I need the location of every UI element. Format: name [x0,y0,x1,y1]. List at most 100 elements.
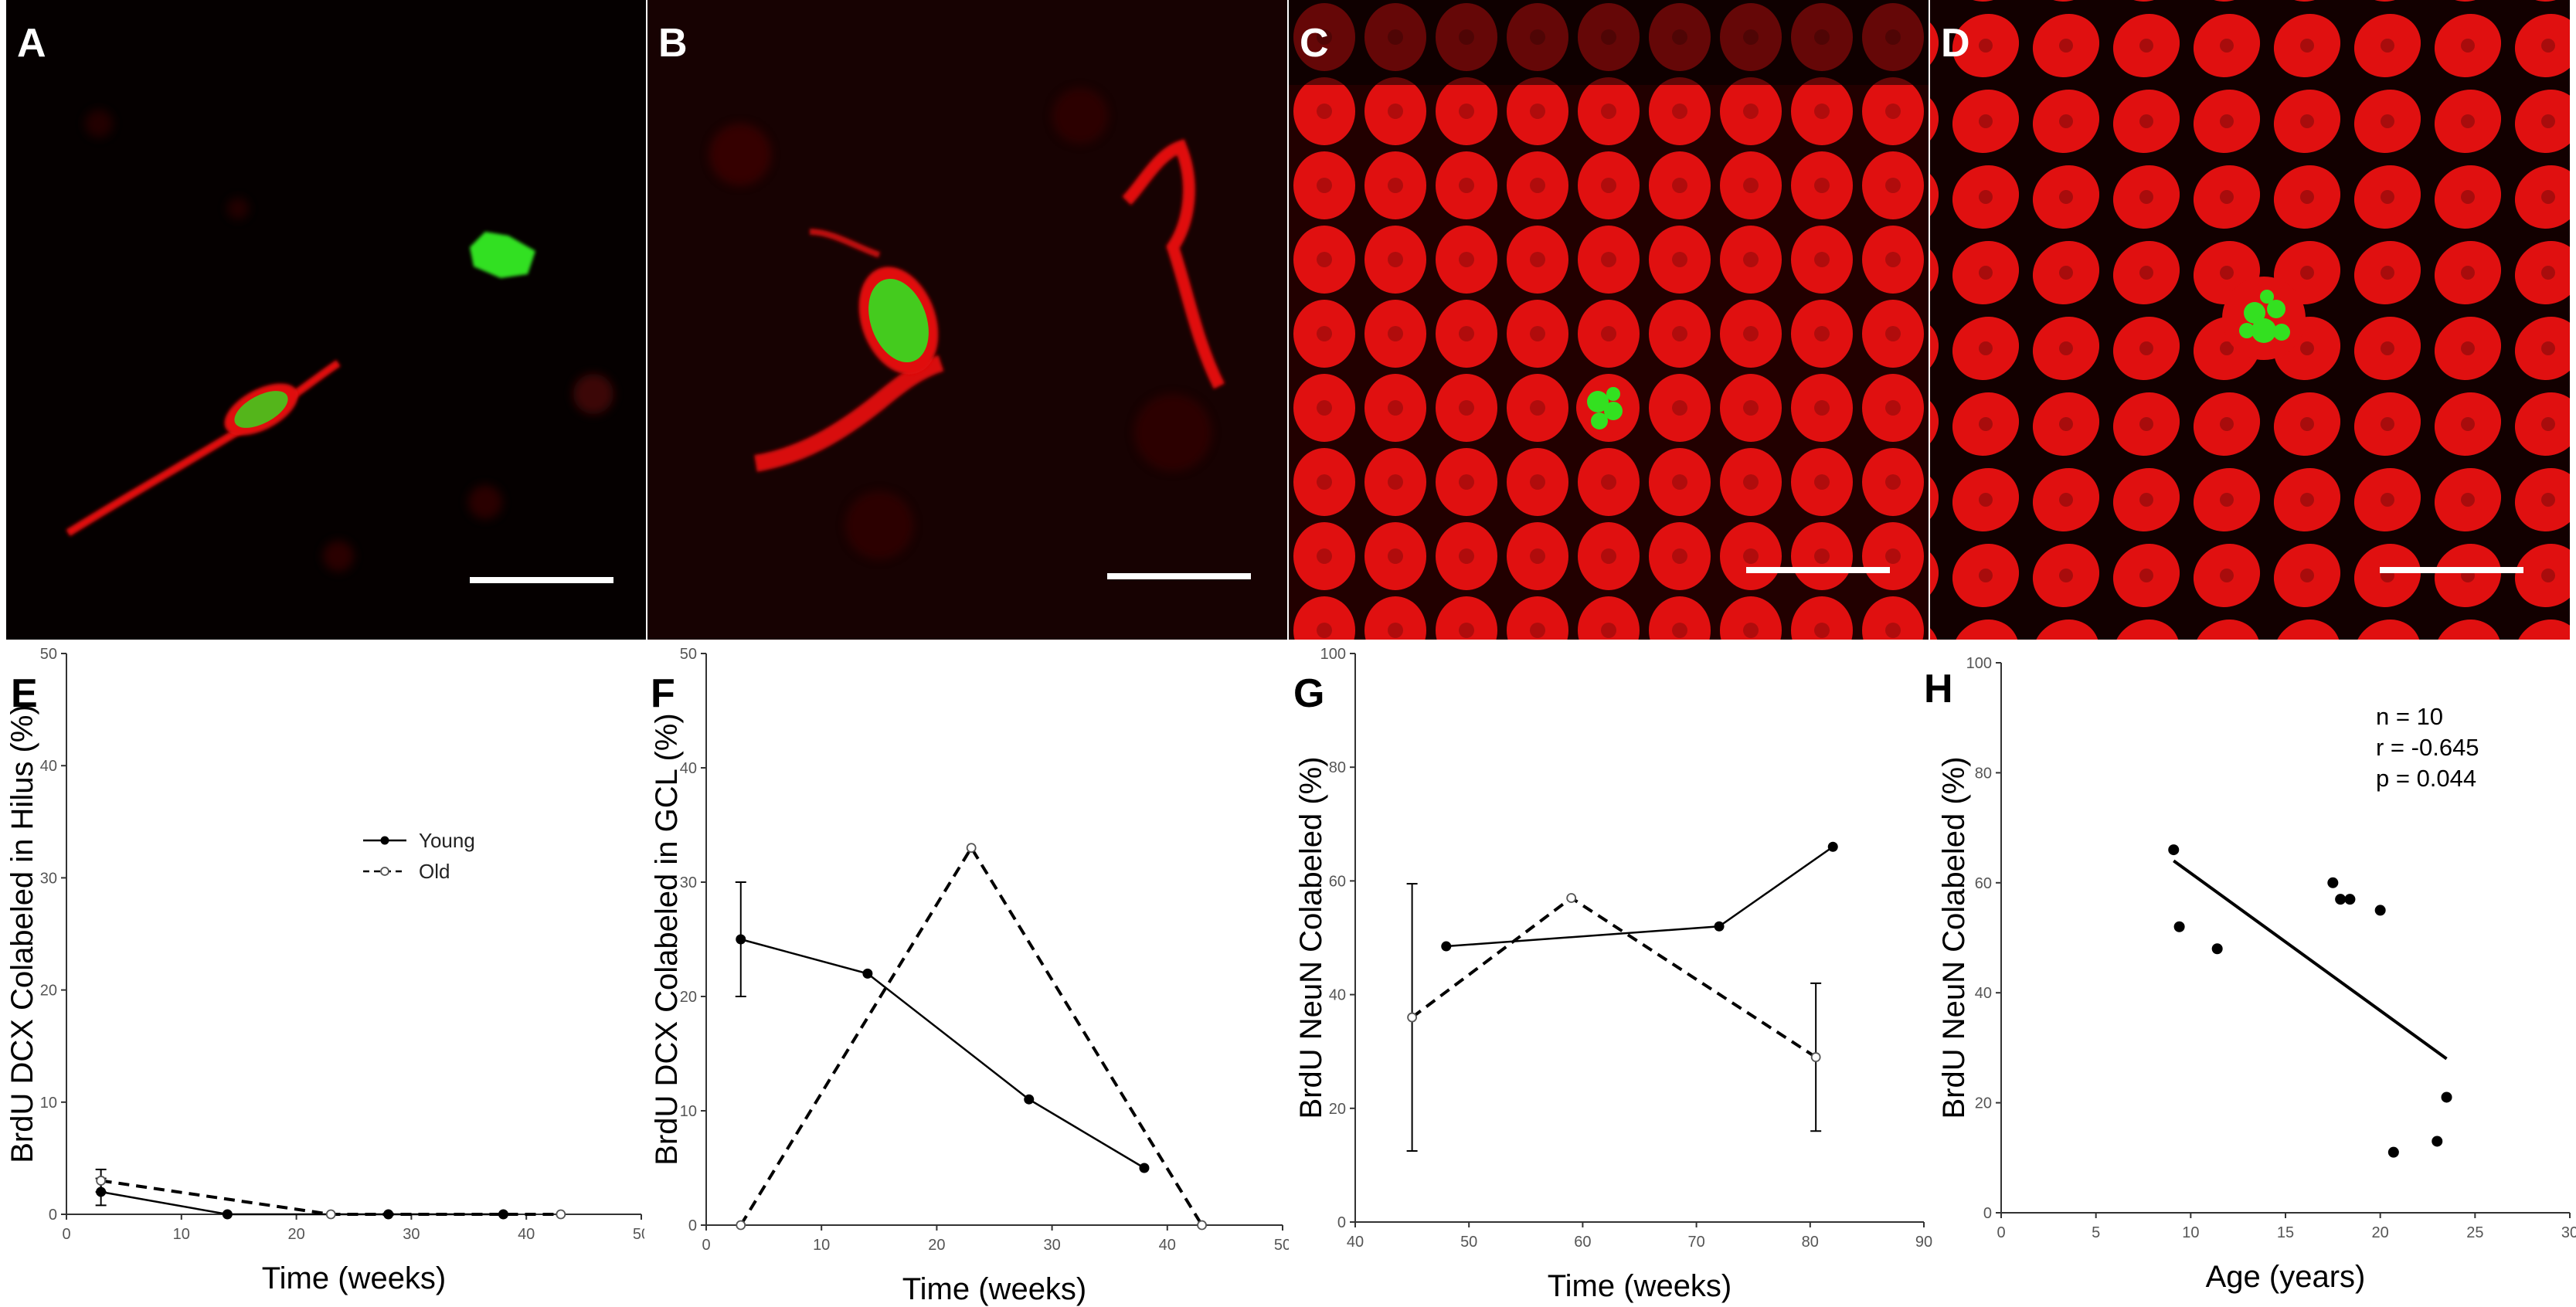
y-tick-label: 80 [1329,759,1346,776]
chart-panel-f: 0 10 20 30 40 50 0 10 20 30 40 50 Time (weeks) BrdU D… [644,641,1289,1307]
data-point-filled [736,934,746,945]
y-tick-label: 100 [1966,655,1992,672]
chart-panel-g: 0 20 40 60 80 100 40 50 60 70 80 90 Time (weeks) BrdU… [1289,641,1933,1307]
data-point-open [1197,1220,1207,1231]
x-tick-label: 20 [287,1226,304,1243]
x-tick-label: 50 [633,1226,644,1243]
series-line-solid [1446,846,1833,948]
chart-h-svg: 0 20 40 60 80 100 0 5 10 15 20 25 30 Age (years) BrdU … [1937,655,2576,1294]
y-tick-label: 30 [40,870,57,887]
micrograph-panel-d [1930,0,2570,640]
scale-bar [470,577,613,583]
x-axis-label: Time (weeks) [902,1272,1087,1306]
y-tick-label: 0 [49,1207,57,1224]
data-point-open [556,1209,566,1220]
y-tick-label: 100 [1320,646,1346,663]
data-point-filled [1714,921,1725,932]
scale-bar [2380,567,2523,573]
x-tick-label: 20 [2372,1224,2389,1241]
x-tick-label: 5 [2092,1224,2100,1241]
data-point-filled [1139,1163,1150,1173]
x-tick-label: 40 [1159,1237,1176,1254]
regression-line [2173,859,2448,1061]
micrograph-a-image [6,0,646,640]
x-tick-label: 0 [702,1237,710,1254]
micrograph-panel-b [647,0,1287,640]
data-point-filled [498,1209,508,1220]
legend-label-old: Old [419,860,450,883]
x-tick-label: 10 [2182,1224,2199,1241]
series-line-dashed [739,844,1204,1227]
legend-marker-young [380,836,389,845]
scatter-point [2374,905,2386,916]
chart-panel-h: 0 20 40 60 80 100 0 5 10 15 20 25 30 Age (years) BrdU … [1932,641,2576,1307]
y-tick-label: 60 [1329,873,1346,890]
x-tick-label: 30 [1043,1237,1060,1254]
data-point-filled [1441,941,1452,952]
y-tick-label: 0 [1983,1205,1992,1222]
scatter-point [2344,894,2356,905]
data-point-open [966,843,977,854]
x-tick-label: 30 [403,1226,420,1243]
x-axis-label: Time (weeks) [1548,1269,1732,1303]
y-tick-label: 50 [680,646,697,663]
scale-bar [1107,573,1251,579]
data-point-filled [862,968,873,979]
stats-line: r = -0.645 [2376,734,2479,761]
series-line-dashed [1411,896,1817,1059]
x-tick-label: 50 [1274,1237,1289,1254]
y-tick-label: 10 [680,1103,697,1120]
y-tick-label: 40 [1329,987,1346,1004]
scatter-point [2173,921,2185,932]
x-tick-label: 50 [1460,1234,1477,1251]
x-tick-label: 0 [62,1226,70,1243]
y-tick-label: 20 [680,989,697,1006]
scatter-point [2387,1146,2399,1158]
y-tick-label: 40 [680,760,697,777]
x-tick-label: 0 [1997,1224,2005,1241]
y-axis-label: BrdU NeuN Colabeled (%) [1294,756,1328,1119]
chart-g-svg: 0 20 40 60 80 100 40 50 60 70 80 90 Time (weeks) BrdU… [1294,646,1932,1303]
x-axis-label: Age (years) [2206,1260,2366,1294]
x-tick-label: 40 [518,1226,535,1243]
y-tick-label: 0 [688,1217,697,1234]
scatter-point [2211,943,2223,955]
chart-f-svg: 0 10 20 30 40 50 0 10 20 30 40 50 Time (weeks) BrdU D… [650,646,1289,1306]
panel-label-a: A [17,21,46,66]
panel-label-h: H [1924,667,1953,711]
x-tick-label: 15 [2277,1224,2294,1241]
micrograph-b-image [647,0,1287,640]
y-tick-label: 40 [40,758,57,775]
data-point-filled [222,1209,233,1220]
data-point-open [1407,1012,1418,1023]
x-tick-label: 20 [928,1237,945,1254]
series-line-dashed [100,1179,561,1216]
micrograph-panel-a [6,0,646,640]
chart-panel-e: 0 10 20 30 40 50 0 10 20 30 40 50 Time (weeks) BrdU D… [0,641,644,1307]
x-tick-label: 90 [1915,1234,1932,1251]
data-point-open [325,1209,336,1220]
panel-label-b: B [658,21,688,66]
stats-line: p = 0.044 [2376,765,2476,792]
y-tick-label: 50 [40,646,57,663]
data-point-open [1566,893,1577,903]
data-point-open [1810,1052,1821,1062]
data-point-filled [1024,1094,1035,1105]
y-tick-label: 20 [1329,1101,1346,1118]
y-tick-label: 60 [1975,875,1992,892]
micrograph-panel-c [1289,0,1929,640]
micrograph-c-image [1289,0,1929,640]
x-tick-label: 80 [1802,1234,1819,1251]
panel-label-f: F [651,671,675,716]
x-tick-label: 70 [1687,1234,1704,1251]
data-point-open [736,1220,746,1231]
x-tick-label: 25 [2466,1224,2483,1241]
y-axis-label: BrdU DCX Colabeled in Hilus (%) [5,704,39,1163]
y-tick-label: 10 [40,1095,57,1112]
chart-e-svg: 0 10 20 30 40 50 0 10 20 30 40 50 Time (weeks) BrdU D… [5,646,644,1295]
y-tick-label: 40 [1975,985,1992,1002]
y-axis-label: BrdU NeuN Colabeled (%) [1937,756,1971,1119]
x-tick-label: 60 [1574,1234,1591,1251]
y-tick-label: 30 [680,874,697,891]
scatter-point [2327,877,2339,888]
